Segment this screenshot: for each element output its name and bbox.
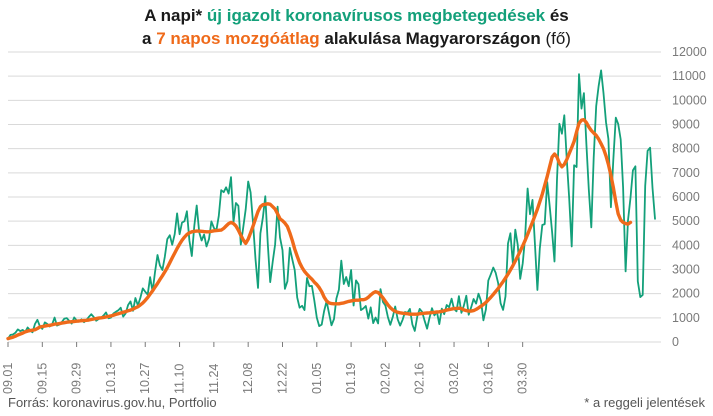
x-tick-label: 12.08 — [241, 363, 255, 394]
y-tick-label: 11000 — [672, 69, 706, 83]
x-tick-label: 11.10 — [173, 364, 187, 394]
x-tick-label: 10.27 — [138, 363, 152, 394]
y-tick-label: 7000 — [672, 166, 700, 180]
title-line-2: a 7 napos mozgóátlag alakulása Magyarors… — [0, 27, 713, 50]
x-tick-label: 02.02 — [378, 363, 392, 394]
y-tick-label: 5000 — [672, 214, 700, 228]
title-part: és — [545, 6, 569, 25]
title-part: a — [142, 29, 157, 48]
title-part: alakulása Magyarországon — [319, 29, 541, 48]
source-note: Forrás: koronavirus.gov.hu, Portfolio — [8, 395, 217, 410]
moving-average-line — [6, 117, 633, 341]
y-tick-label: 0 — [672, 335, 679, 349]
y-tick-label: 1000 — [672, 311, 700, 325]
series-group — [6, 69, 656, 341]
title-part: A napi* — [144, 6, 207, 25]
y-tick-label: 2000 — [672, 287, 700, 301]
y-axis-ticks: 0 1000 2000 3000 4000 5000 6000 7000 8000 9000 100… — [672, 45, 707, 349]
daily-cases-line — [7, 69, 656, 340]
title-line-1: A napi* új igazolt koronavírusos megbete… — [0, 4, 713, 27]
x-tick-label: 09.15 — [35, 363, 49, 394]
chart-title: A napi* új igazolt koronavírusos megbete… — [0, 4, 713, 50]
title-avg-highlight: 7 napos mozgóátlag — [156, 29, 320, 48]
title-unit: (fő) — [540, 29, 571, 48]
x-tick-label: 09.01 — [1, 363, 15, 394]
x-tick-label: 12.22 — [275, 363, 289, 394]
x-tick-label: 03.16 — [481, 363, 495, 394]
footnote: * a reggeli jelentések — [584, 395, 705, 410]
gridlines — [8, 51, 661, 343]
x-tick-label: 03.02 — [447, 363, 461, 394]
y-tick-label: 8000 — [672, 142, 700, 156]
y-tick-label: 10000 — [672, 93, 707, 107]
y-tick-label: 3000 — [672, 263, 700, 277]
x-axis-ticks: 09.01 09.15 09.29 10.13 10.27 11.10 11.24 12.08… — [1, 342, 530, 394]
x-tick-label: 01.05 — [310, 363, 324, 394]
y-tick-label: 4000 — [672, 238, 700, 252]
x-tick-label: 09.29 — [70, 363, 84, 394]
x-tick-label: 02.16 — [413, 363, 427, 394]
x-tick-label: 01.19 — [344, 363, 358, 394]
y-tick-label: 6000 — [672, 190, 700, 204]
x-tick-label: 10.13 — [104, 363, 118, 394]
title-daily-highlight: új igazolt koronavírusos megbetegedések — [206, 6, 546, 25]
y-tick-label: 12000 — [672, 45, 707, 59]
x-tick-label: 03.30 — [516, 363, 530, 394]
x-tick-label: 11.24 — [207, 364, 221, 394]
y-tick-label: 9000 — [672, 118, 700, 132]
